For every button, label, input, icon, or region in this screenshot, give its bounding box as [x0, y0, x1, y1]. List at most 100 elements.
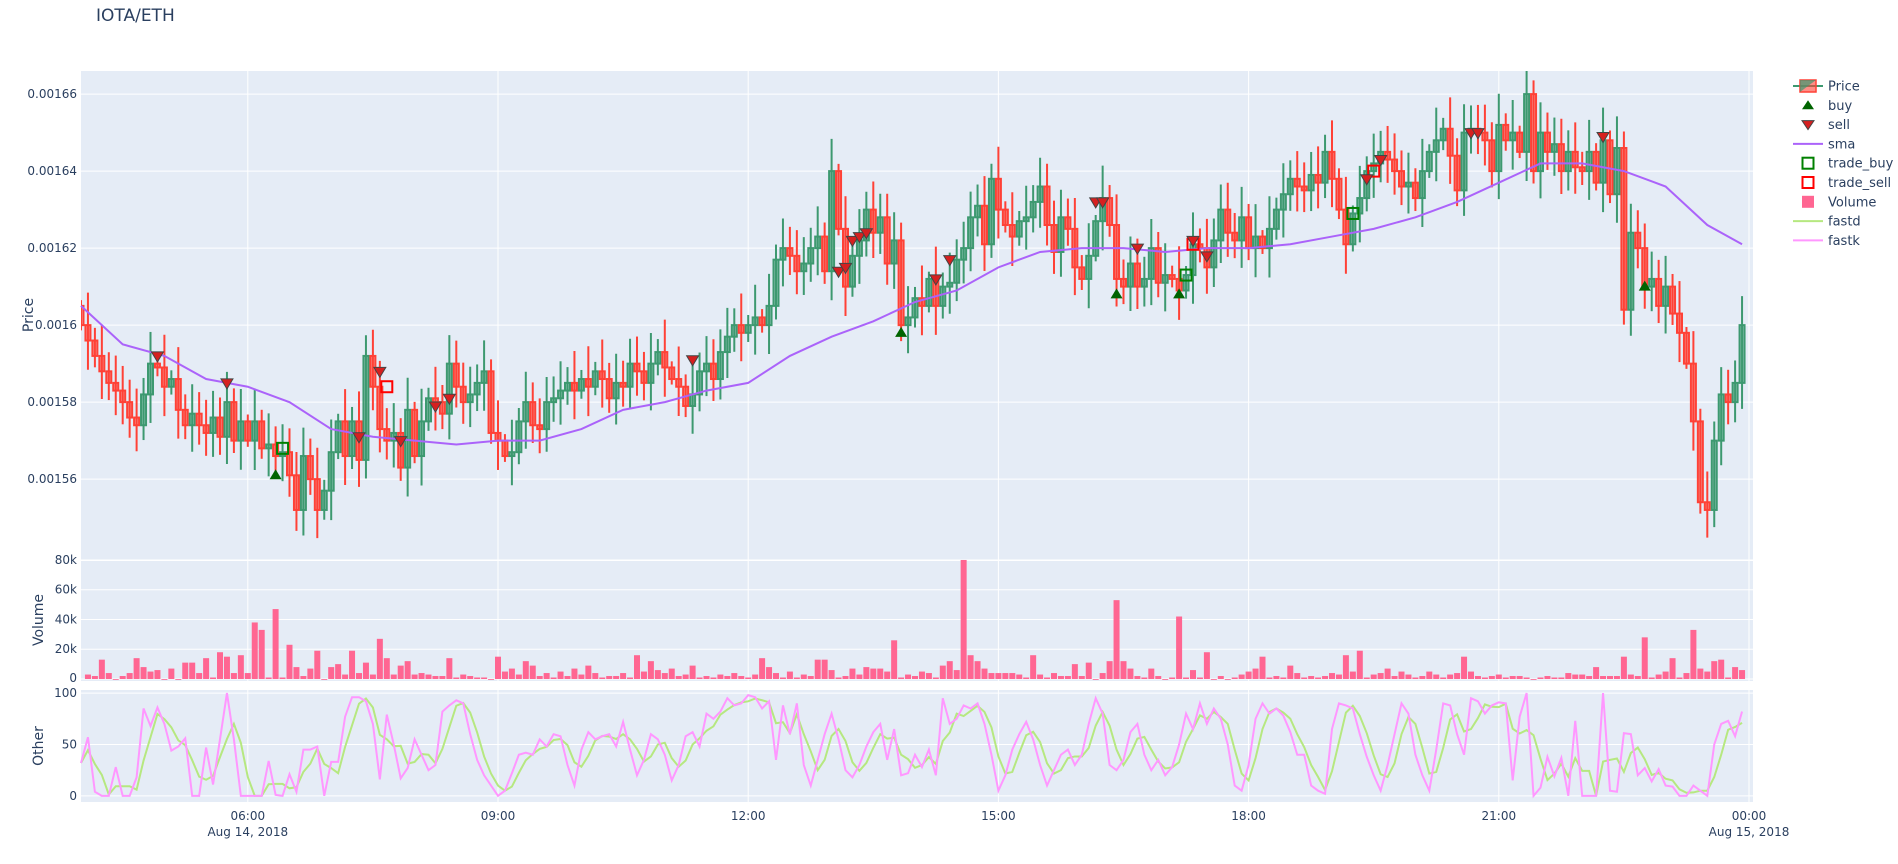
sell-marker[interactable] [428, 401, 443, 413]
volume-bar[interactable] [1426, 671, 1433, 679]
volume-bar[interactable] [1697, 668, 1704, 679]
candle[interactable] [1335, 177, 1343, 211]
volume-bar[interactable] [1530, 679, 1537, 680]
candle[interactable] [1286, 177, 1294, 196]
candle[interactable] [1036, 185, 1044, 203]
volume-bar[interactable] [1071, 664, 1078, 679]
volume-bar[interactable] [1335, 674, 1342, 679]
candle[interactable] [967, 216, 975, 250]
candle[interactable] [1328, 150, 1336, 180]
volume-bar[interactable] [766, 667, 773, 679]
volume-bar[interactable] [1315, 677, 1322, 679]
candle[interactable] [543, 401, 551, 431]
volume-bar[interactable] [620, 673, 627, 679]
candle[interactable] [223, 401, 231, 438]
volume-bar[interactable] [800, 674, 807, 679]
volume-bar[interactable] [1127, 668, 1134, 679]
candle[interactable] [536, 424, 544, 431]
volume-bar[interactable] [1183, 677, 1190, 679]
candle[interactable] [751, 316, 759, 327]
volume-bar[interactable] [724, 676, 731, 679]
volume-bar[interactable] [668, 668, 675, 679]
volume-bar[interactable] [599, 677, 606, 679]
candle[interactable] [153, 362, 161, 369]
sell-marker[interactable] [1596, 131, 1610, 144]
candle[interactable] [1008, 224, 1016, 238]
volume-bar[interactable] [1009, 673, 1016, 679]
volume-bar[interactable] [1662, 671, 1669, 679]
candle[interactable] [661, 351, 669, 369]
volume-bar[interactable] [1287, 665, 1294, 679]
candle[interactable] [1585, 150, 1593, 173]
volume-bar[interactable] [369, 674, 376, 679]
candle[interactable] [1738, 324, 1746, 384]
buy-marker[interactable] [895, 326, 908, 337]
candle[interactable] [668, 366, 676, 381]
volume-bar[interactable] [1155, 676, 1162, 679]
volume-bar[interactable] [1558, 677, 1565, 679]
candle[interactable] [814, 235, 822, 250]
volume-bar[interactable] [1217, 676, 1224, 679]
volume-bar[interactable] [119, 676, 126, 679]
volume-bar[interactable] [376, 638, 383, 679]
volume-bar[interactable] [918, 671, 925, 679]
candle[interactable] [918, 297, 926, 307]
volume-bar[interactable] [1273, 676, 1280, 679]
volume-bar[interactable] [550, 677, 557, 679]
volume-bar[interactable] [1294, 673, 1301, 679]
volume-bar[interactable] [1627, 674, 1634, 679]
volume-bar[interactable] [1600, 676, 1607, 679]
volume-bar[interactable] [1620, 656, 1627, 679]
volume-bar[interactable] [863, 667, 870, 679]
candle[interactable] [835, 170, 843, 230]
volume-bar[interactable] [654, 670, 661, 679]
volume-bar[interactable] [939, 665, 946, 679]
candle[interactable] [1078, 266, 1086, 280]
volume-bar[interactable] [203, 658, 210, 679]
candle[interactable] [779, 247, 787, 261]
candle[interactable] [147, 362, 154, 396]
volume-bar[interactable] [425, 674, 432, 679]
candle[interactable] [883, 216, 891, 265]
candle[interactable] [605, 378, 613, 400]
volume-bar[interactable] [1565, 673, 1572, 679]
volume-bar[interactable] [335, 664, 342, 679]
candle[interactable] [1696, 420, 1704, 504]
sell-marker[interactable] [442, 393, 457, 406]
volume-bar[interactable] [258, 629, 265, 679]
volume-bar[interactable] [1210, 679, 1217, 680]
candle[interactable] [862, 208, 870, 242]
volume-bar[interactable] [905, 674, 912, 679]
candle[interactable] [1391, 158, 1399, 173]
volume-bar[interactable] [1495, 674, 1502, 679]
sell-marker[interactable] [352, 432, 366, 444]
volume-bar[interactable] [265, 677, 272, 679]
candle[interactable] [174, 378, 182, 411]
volume-bar[interactable] [529, 665, 536, 679]
sell-marker[interactable] [942, 255, 957, 267]
volume-bar[interactable] [1051, 673, 1057, 679]
candle[interactable] [1126, 262, 1134, 288]
candle[interactable] [925, 277, 933, 307]
candle[interactable] [703, 362, 710, 373]
volume-bar[interactable] [1704, 671, 1711, 679]
candle[interactable] [1224, 208, 1232, 234]
volume-bar[interactable] [140, 667, 147, 679]
volume-bar[interactable] [1474, 676, 1481, 679]
legend-item-price[interactable]: Price [1793, 79, 1860, 95]
volume-bar[interactable] [223, 656, 230, 679]
candle[interactable] [807, 247, 815, 265]
candle[interactable] [1259, 235, 1266, 250]
volume-bar[interactable] [960, 559, 967, 679]
legend-item-sell[interactable]: sell [1801, 118, 1850, 133]
volume-bar[interactable] [849, 668, 856, 679]
candle[interactable] [1321, 150, 1329, 184]
volume-bar[interactable] [1203, 652, 1210, 679]
candle[interactable] [230, 401, 238, 442]
volume-bar[interactable] [1370, 674, 1377, 679]
legend-item-trade-buy[interactable]: trade_buy [1801, 156, 1894, 172]
candle[interactable] [848, 254, 856, 288]
volume-bar[interactable] [133, 658, 140, 679]
volume-bar[interactable] [1468, 671, 1474, 679]
volume-bar[interactable] [1238, 674, 1245, 679]
